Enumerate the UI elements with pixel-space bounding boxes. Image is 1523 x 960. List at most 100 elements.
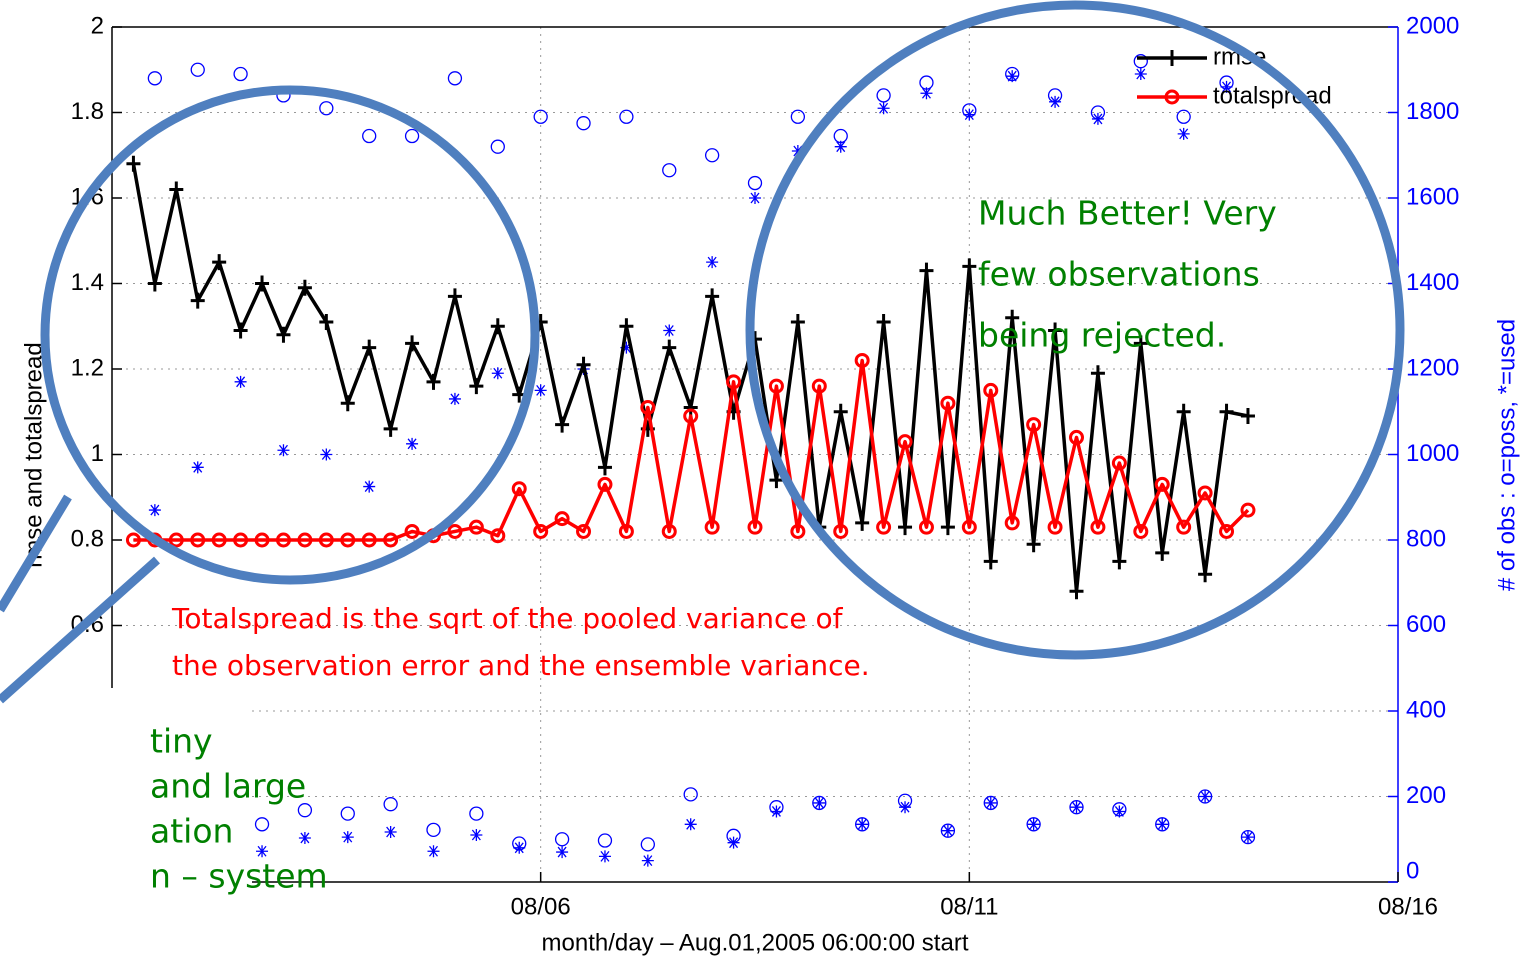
data-point xyxy=(1199,790,1212,803)
data-point xyxy=(468,519,484,535)
data-point xyxy=(168,532,184,548)
y2-axis-label: # of obs : o=poss, *=used xyxy=(1493,319,1520,591)
data-point xyxy=(641,854,654,867)
data-point xyxy=(1197,789,1213,804)
data-point xyxy=(1176,109,1191,124)
callout-tail xyxy=(0,494,160,704)
data-point xyxy=(683,408,699,424)
data-point xyxy=(362,339,377,356)
y-tick-label: 1 xyxy=(91,440,104,467)
y2-tick-label: 1400 xyxy=(1406,269,1459,296)
legend-marker xyxy=(1164,89,1180,105)
data-point xyxy=(854,352,870,368)
data-point xyxy=(191,461,204,474)
annotation: being rejected. xyxy=(978,316,1226,355)
data-point xyxy=(833,128,848,144)
data-point xyxy=(918,519,934,535)
data-point xyxy=(983,553,998,570)
data-point xyxy=(834,140,847,153)
data-point xyxy=(383,797,398,812)
data-point xyxy=(662,163,677,178)
annotation: few observations xyxy=(978,255,1260,294)
legend-marker xyxy=(1165,50,1179,66)
data-point xyxy=(148,504,161,517)
data-point xyxy=(190,62,205,77)
data-point xyxy=(576,356,591,373)
annotation: n – system xyxy=(150,857,328,896)
data-point xyxy=(1026,536,1041,553)
data-point xyxy=(340,395,355,412)
data-point xyxy=(383,420,398,437)
data-point xyxy=(768,378,784,394)
data-point xyxy=(620,341,633,354)
data-point xyxy=(1133,523,1149,539)
data-point xyxy=(554,832,570,847)
data-point xyxy=(833,403,848,420)
data-point xyxy=(790,523,806,539)
data-point xyxy=(169,181,184,198)
annotation: Totalspread is the sqrt of the pooled va… xyxy=(171,602,844,635)
data-point xyxy=(1111,455,1127,471)
data-point xyxy=(470,828,483,841)
data-point xyxy=(811,378,827,394)
data-point xyxy=(876,88,891,103)
data-point xyxy=(640,399,656,415)
y2-tick-label: 200 xyxy=(1406,782,1446,809)
data-point xyxy=(833,523,849,539)
data-point xyxy=(340,806,355,821)
data-point xyxy=(1156,818,1169,831)
data-point xyxy=(533,109,548,124)
data-point xyxy=(298,831,311,844)
data-point xyxy=(555,416,570,433)
data-point xyxy=(1069,583,1084,600)
data-point xyxy=(1090,519,1106,535)
data-point xyxy=(790,313,805,330)
x-tick-label: 08/06 xyxy=(511,893,571,920)
annotation: Much Better! Very xyxy=(978,194,1277,233)
data-point xyxy=(1155,817,1170,832)
data-point xyxy=(1155,544,1170,561)
y-tick-label: 2 xyxy=(91,12,104,39)
data-point xyxy=(683,787,698,802)
data-point xyxy=(233,322,248,339)
data-point xyxy=(233,532,249,548)
data-point xyxy=(876,519,892,535)
data-point xyxy=(618,523,634,539)
y2-tick-label: 600 xyxy=(1406,611,1446,638)
data-point xyxy=(940,395,956,411)
data-point xyxy=(319,101,334,116)
data-point xyxy=(961,519,977,535)
data-point xyxy=(469,378,484,395)
data-point xyxy=(940,519,955,536)
data-point xyxy=(919,262,934,279)
data-point xyxy=(1133,54,1148,69)
data-point xyxy=(704,519,720,535)
data-point xyxy=(469,806,484,821)
data-point xyxy=(683,399,698,416)
data-point xyxy=(984,796,997,809)
data-point xyxy=(1134,68,1147,81)
data-point xyxy=(297,803,313,818)
data-point xyxy=(1220,80,1233,93)
data-point xyxy=(383,532,399,548)
data-point xyxy=(663,324,676,337)
data-point xyxy=(125,532,141,548)
data-point xyxy=(597,833,613,848)
data-point xyxy=(770,805,783,818)
data-point xyxy=(1176,403,1191,420)
data-point xyxy=(1241,831,1254,844)
data-point xyxy=(490,139,505,154)
data-point xyxy=(1240,829,1256,845)
y2-tick-label: 800 xyxy=(1406,525,1446,552)
data-point xyxy=(597,459,612,476)
data-point xyxy=(556,846,569,859)
data-point xyxy=(1070,801,1083,814)
data-point xyxy=(554,511,570,527)
data-point xyxy=(276,326,291,343)
data-point xyxy=(791,144,804,157)
data-point xyxy=(147,71,163,86)
data-point xyxy=(941,824,954,837)
data-point xyxy=(727,836,740,849)
data-point xyxy=(1026,817,1041,832)
data-point xyxy=(1069,429,1084,445)
